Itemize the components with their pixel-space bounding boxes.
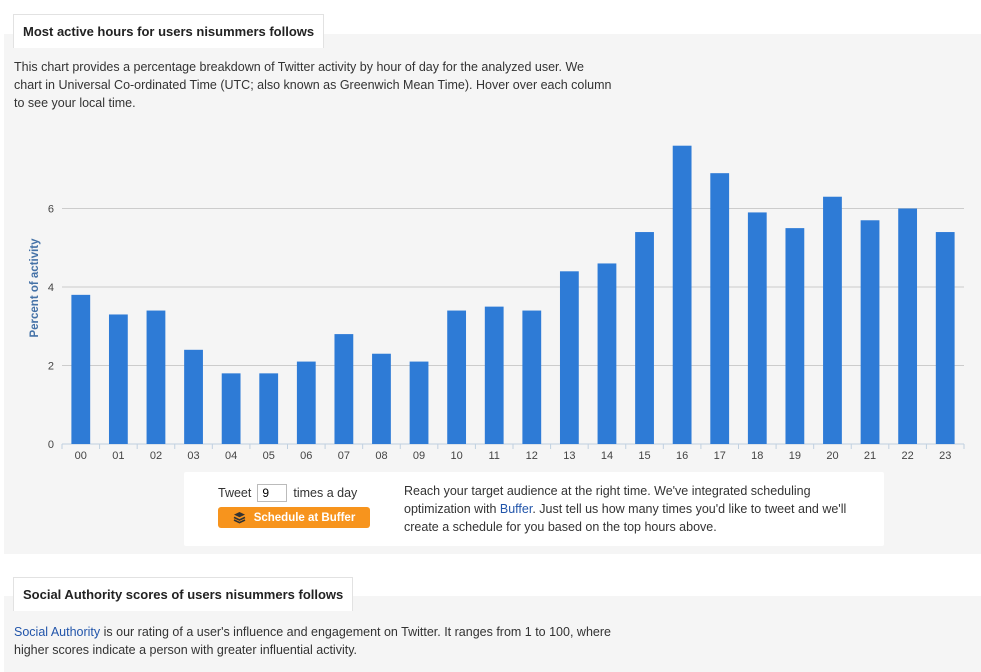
bar-hour-23[interactable]	[935, 232, 955, 444]
schedule-button-label: Schedule at Buffer	[253, 511, 356, 524]
x-tick-label: 11	[488, 450, 499, 462]
y-tick-label: 0	[48, 439, 54, 451]
bar-hour-16[interactable]	[672, 145, 692, 444]
tweets-per-day-input[interactable]	[257, 484, 288, 502]
activity-bar-chart: 00 01 02 03 04 05 06 07 08 09 10 11 12 13 14 15 16 17 18 19…	[29, 145, 965, 462]
x-tick-label: 04	[225, 450, 237, 462]
x-tick-label: 07	[338, 450, 350, 462]
bar-hour-17[interactable]	[710, 173, 730, 445]
bar-hour-22[interactable]	[898, 208, 918, 445]
x-tick-label: 05	[263, 450, 275, 462]
bar-hour-04[interactable]	[221, 373, 241, 444]
bar-hour-10[interactable]	[447, 310, 467, 444]
y-tick-label: 2	[48, 361, 54, 373]
bar-hour-09[interactable]	[409, 361, 429, 444]
x-tick-label: 17	[714, 450, 726, 462]
social-authority-section-title: Social Authority scores of users nisumme…	[13, 577, 354, 611]
social-authority-text: is our rating of a user's influence and …	[14, 625, 611, 657]
x-tick-label: 09	[413, 450, 425, 462]
bar-hour-13[interactable]	[559, 271, 579, 444]
schedule-at-buffer-button[interactable]: Schedule at Buffer	[218, 507, 370, 528]
social-authority-description: Social Authority is our rating of a user…	[14, 623, 614, 659]
cta-text-after: . Just tell us how many times you'd like…	[404, 502, 847, 534]
x-tick-label: 13	[563, 450, 575, 462]
bar-hour-15[interactable]	[635, 232, 654, 444]
bar-hour-06[interactable]	[296, 361, 316, 444]
x-tick-label: 14	[601, 450, 613, 462]
bar-hour-12[interactable]	[522, 310, 542, 444]
x-tick-label: 19	[789, 450, 801, 462]
x-tick-label: 20	[826, 450, 838, 462]
bar-hour-08[interactable]	[372, 353, 391, 444]
bar-hour-14[interactable]	[597, 263, 617, 444]
buffer-link[interactable]: Buffer	[499, 502, 533, 516]
x-tick-label: 03	[187, 450, 199, 462]
times-a-day-label: times a day	[293, 486, 358, 500]
buffer-cta-text: Reach your target audience at the right …	[404, 482, 874, 536]
y-tick-label: 6	[48, 204, 54, 216]
x-tick-label: 23	[939, 450, 951, 462]
bar-hour-05[interactable]	[259, 373, 279, 444]
bar-hour-01[interactable]	[108, 314, 128, 444]
x-tick-label: 18	[751, 450, 763, 462]
bar-hour-11[interactable]	[484, 306, 504, 444]
bar-hour-03[interactable]	[184, 349, 203, 444]
x-tick-label: 02	[150, 450, 162, 462]
bar-hour-19[interactable]	[785, 228, 805, 444]
y-axis-label: Percent of activity	[29, 238, 41, 338]
y-tick-label: 4	[48, 282, 54, 294]
activity-description: This chart provides a percentage breakdo…	[14, 60, 612, 110]
bar-hour-02[interactable]	[146, 310, 166, 444]
buffer-cta-box: Tweet times a day Schedule at Buffer Rea…	[184, 472, 884, 546]
x-tick-label: 00	[75, 450, 87, 462]
bar-hour-07[interactable]	[334, 334, 354, 444]
x-tick-label: 01	[112, 450, 124, 462]
activity-section-title: Most active hours for users nisummers fo…	[13, 14, 325, 48]
cta-text-before: Reach your target audience at the right …	[404, 484, 811, 516]
bar-hour-20[interactable]	[823, 196, 842, 444]
x-tick-label: 08	[375, 450, 387, 462]
x-tick-label: 10	[451, 450, 463, 462]
tweet-label: Tweet	[218, 486, 252, 500]
x-tick-label: 16	[676, 450, 688, 462]
x-tick-label: 06	[300, 450, 312, 462]
x-tick-label: 12	[526, 450, 538, 462]
bar-hour-21[interactable]	[860, 220, 880, 444]
x-tick-label: 21	[864, 450, 876, 462]
x-tick-label: 15	[638, 450, 650, 462]
x-tick-label: 22	[902, 450, 914, 462]
bar-hour-00[interactable]	[71, 294, 91, 444]
activity-panel	[4, 34, 981, 554]
buffer-stack-icon	[233, 512, 246, 524]
social-authority-link[interactable]: Social Authority	[14, 625, 101, 639]
bar-hour-18[interactable]	[747, 212, 767, 444]
